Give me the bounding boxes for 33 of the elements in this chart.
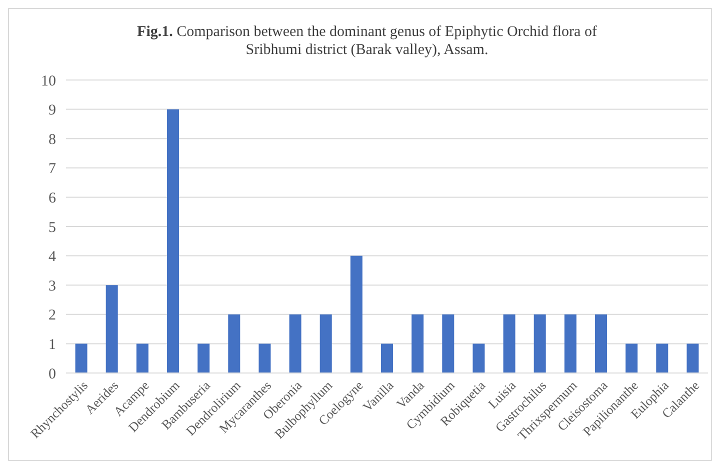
bar	[198, 344, 210, 373]
bar	[289, 314, 302, 373]
bar	[320, 314, 332, 373]
bar	[472, 344, 485, 373]
y-tick-label: 7	[48, 161, 56, 178]
y-tick-label: 6	[48, 190, 56, 206]
bar	[258, 344, 271, 373]
bar	[656, 344, 668, 373]
y-tick-label: 2	[48, 308, 56, 324]
bar	[167, 109, 179, 373]
bar	[564, 314, 576, 373]
bar	[106, 285, 118, 373]
y-tick-label: 3	[48, 278, 56, 294]
bar	[626, 344, 638, 373]
bar	[136, 344, 148, 373]
y-tick-label: 9	[48, 102, 56, 119]
y-tick-label: 4	[48, 249, 56, 266]
bar	[503, 314, 516, 373]
bar	[442, 314, 454, 373]
bar	[534, 314, 546, 373]
bar	[412, 314, 424, 373]
bar	[228, 314, 240, 373]
y-tick-label: 8	[48, 132, 56, 148]
bar	[350, 256, 362, 373]
bar	[75, 344, 88, 373]
bar	[595, 314, 607, 373]
bar	[381, 344, 393, 373]
y-tick-label: 0	[48, 366, 56, 382]
y-tick-label: 10	[41, 73, 56, 90]
bar	[686, 344, 699, 373]
y-tick-label: 1	[48, 336, 56, 353]
y-tick-label: 5	[48, 220, 56, 236]
chart-title: Fig.1. Comparison between the dominant genus of Epiphytic Orchid flora of Sribhumi district (Barak valley), Assam.	[137, 24, 597, 58]
